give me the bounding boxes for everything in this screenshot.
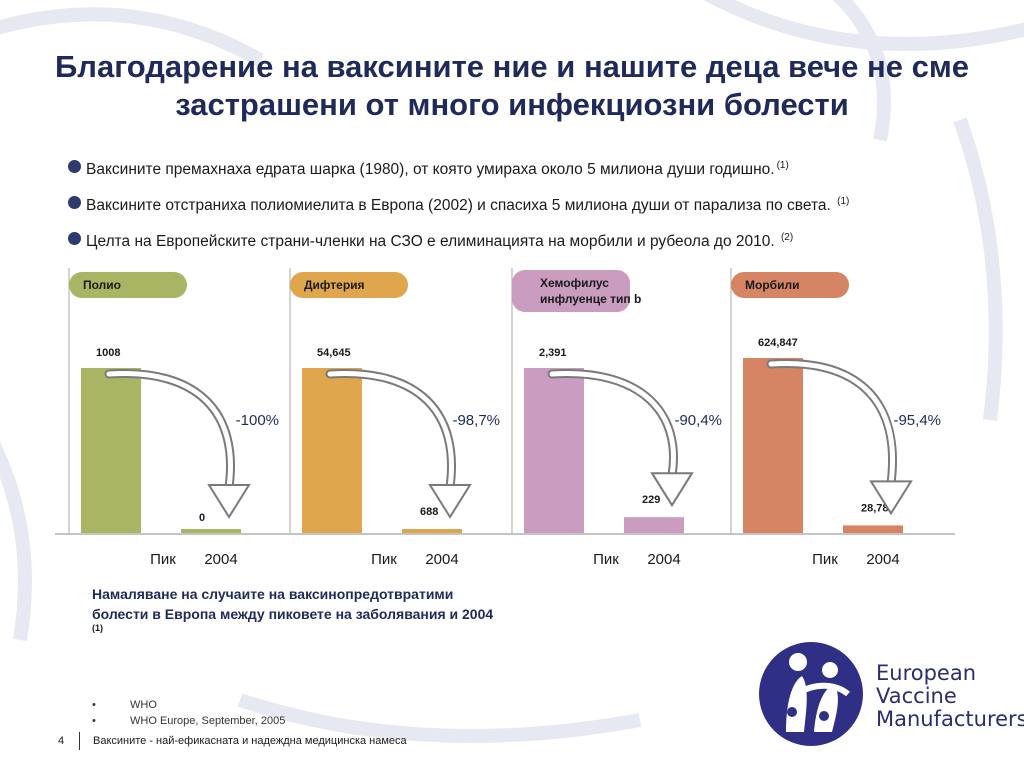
bullet-list: Ваксините премахнаха едрата шарка (1980)… bbox=[68, 150, 968, 258]
logo-line-2: Vaccine bbox=[876, 684, 957, 708]
reduction-arrow bbox=[549, 370, 676, 478]
category-label: Пик bbox=[812, 551, 838, 568]
bar-2004 bbox=[181, 529, 241, 533]
logo-line-1: European bbox=[876, 661, 977, 685]
panel-badge bbox=[69, 272, 187, 298]
reduction-arrow bbox=[106, 370, 233, 490]
bullet-dot-icon bbox=[68, 232, 81, 245]
bar-value-label: 2,391 bbox=[539, 347, 567, 359]
bullet-ref: (1) bbox=[776, 160, 789, 171]
bar-peak bbox=[524, 368, 584, 533]
bar-value-label: 0 bbox=[199, 512, 205, 524]
bullet-text: Целта на Европейските страни-членки на С… bbox=[86, 233, 779, 250]
bar-value-label: 1008 bbox=[96, 347, 120, 359]
bullet-ref: (2) bbox=[780, 232, 794, 243]
bar-peak bbox=[302, 368, 362, 533]
change-percentage: -100% bbox=[236, 412, 279, 429]
change-percentage: -98,7% bbox=[452, 412, 500, 429]
panel-badge bbox=[731, 272, 849, 298]
footer-divider bbox=[79, 732, 80, 750]
bullet-dot-icon bbox=[68, 160, 81, 173]
bar-value-label: 624,847 bbox=[758, 337, 798, 349]
bar-2004 bbox=[402, 529, 462, 533]
bar-value-label: 54,645 bbox=[317, 347, 351, 359]
arrow-head bbox=[650, 472, 694, 508]
caption-line-2: болести в Европа между пиковете на забол… bbox=[92, 606, 494, 622]
bar-value-label: 688 bbox=[420, 506, 438, 518]
change-percentage: -90,4% bbox=[674, 412, 722, 429]
arrow-head bbox=[428, 484, 472, 519]
bullet-ref: (1) bbox=[837, 196, 850, 207]
category-label: 2004 bbox=[866, 551, 899, 568]
source-item: WHO Europe, September, 2005 bbox=[92, 713, 285, 729]
bar-peak bbox=[81, 368, 141, 533]
logo-line-3: Manufacturers bbox=[876, 707, 1024, 731]
bullet-text: Ваксините премахнаха едрата шарка (1980)… bbox=[86, 161, 775, 178]
bullet-text: Ваксините отстраниха полиомиелита в Евро… bbox=[86, 197, 836, 214]
page-title: Благодарение на ваксините ние и нашите д… bbox=[54, 49, 970, 122]
caption-line-1: Намаляване на случаите на ваксинопредотв… bbox=[92, 586, 454, 602]
bullet-item: Целта на Европейските страни-членки на С… bbox=[68, 222, 968, 258]
bar-2004 bbox=[843, 525, 903, 533]
change-percentage: -95,4% bbox=[893, 412, 941, 429]
bar-value-label: 229 bbox=[642, 494, 660, 506]
arrow-head bbox=[869, 480, 913, 516]
panel-badge-label: инфлуенце тип b bbox=[540, 292, 641, 306]
panel-badge-label: Морбили bbox=[745, 278, 799, 292]
footer-text: Ваксините - най-ефикасната и надеждна ме… bbox=[93, 735, 407, 747]
footer: 4 Ваксините - най-ефикасната и надеждна … bbox=[0, 730, 700, 754]
disease-reduction-chart: Полио 1008 0 -100% Пик 2004 Дифтерия 54,645 688 -… bbox=[55, 268, 955, 568]
category-label: Пик bbox=[371, 551, 397, 568]
category-label: 2004 bbox=[647, 551, 680, 568]
bullet-item: Ваксините премахнаха едрата шарка (1980)… bbox=[68, 150, 968, 186]
reduction-arrow bbox=[768, 360, 895, 486]
category-label: 2004 bbox=[204, 551, 237, 568]
category-label: Пик bbox=[593, 551, 619, 568]
panel-badge-label: Дифтерия bbox=[304, 278, 365, 292]
arrow-head bbox=[207, 484, 251, 519]
panel-badge bbox=[512, 270, 630, 312]
bullet-dot-icon bbox=[68, 196, 81, 209]
evm-logo: European Vaccine Manufacturers bbox=[756, 632, 1024, 752]
logo-wordmark: European Vaccine Manufacturers bbox=[876, 662, 1024, 731]
panel-badge bbox=[290, 272, 408, 298]
evm-emblem-icon bbox=[759, 642, 863, 746]
bullet-item: Ваксините отстраниха полиомиелита в Евро… bbox=[68, 186, 968, 222]
panel-badge-label: Хемофилус bbox=[540, 276, 609, 290]
panel-badge-label: Полио bbox=[83, 278, 121, 292]
caption-ref: (1) bbox=[92, 623, 103, 633]
reduction-arrow bbox=[327, 370, 454, 490]
category-label: Пик bbox=[150, 551, 176, 568]
page-number: 4 bbox=[58, 735, 65, 747]
sources-list: WHO WHO Europe, September, 2005 bbox=[92, 697, 285, 729]
chart-caption: Намаляване на случаите на ваксинопредотв… bbox=[92, 584, 612, 633]
bar-2004 bbox=[624, 517, 684, 533]
bar-peak bbox=[743, 358, 803, 533]
category-label: 2004 bbox=[425, 551, 458, 568]
source-item: WHO bbox=[92, 697, 285, 713]
